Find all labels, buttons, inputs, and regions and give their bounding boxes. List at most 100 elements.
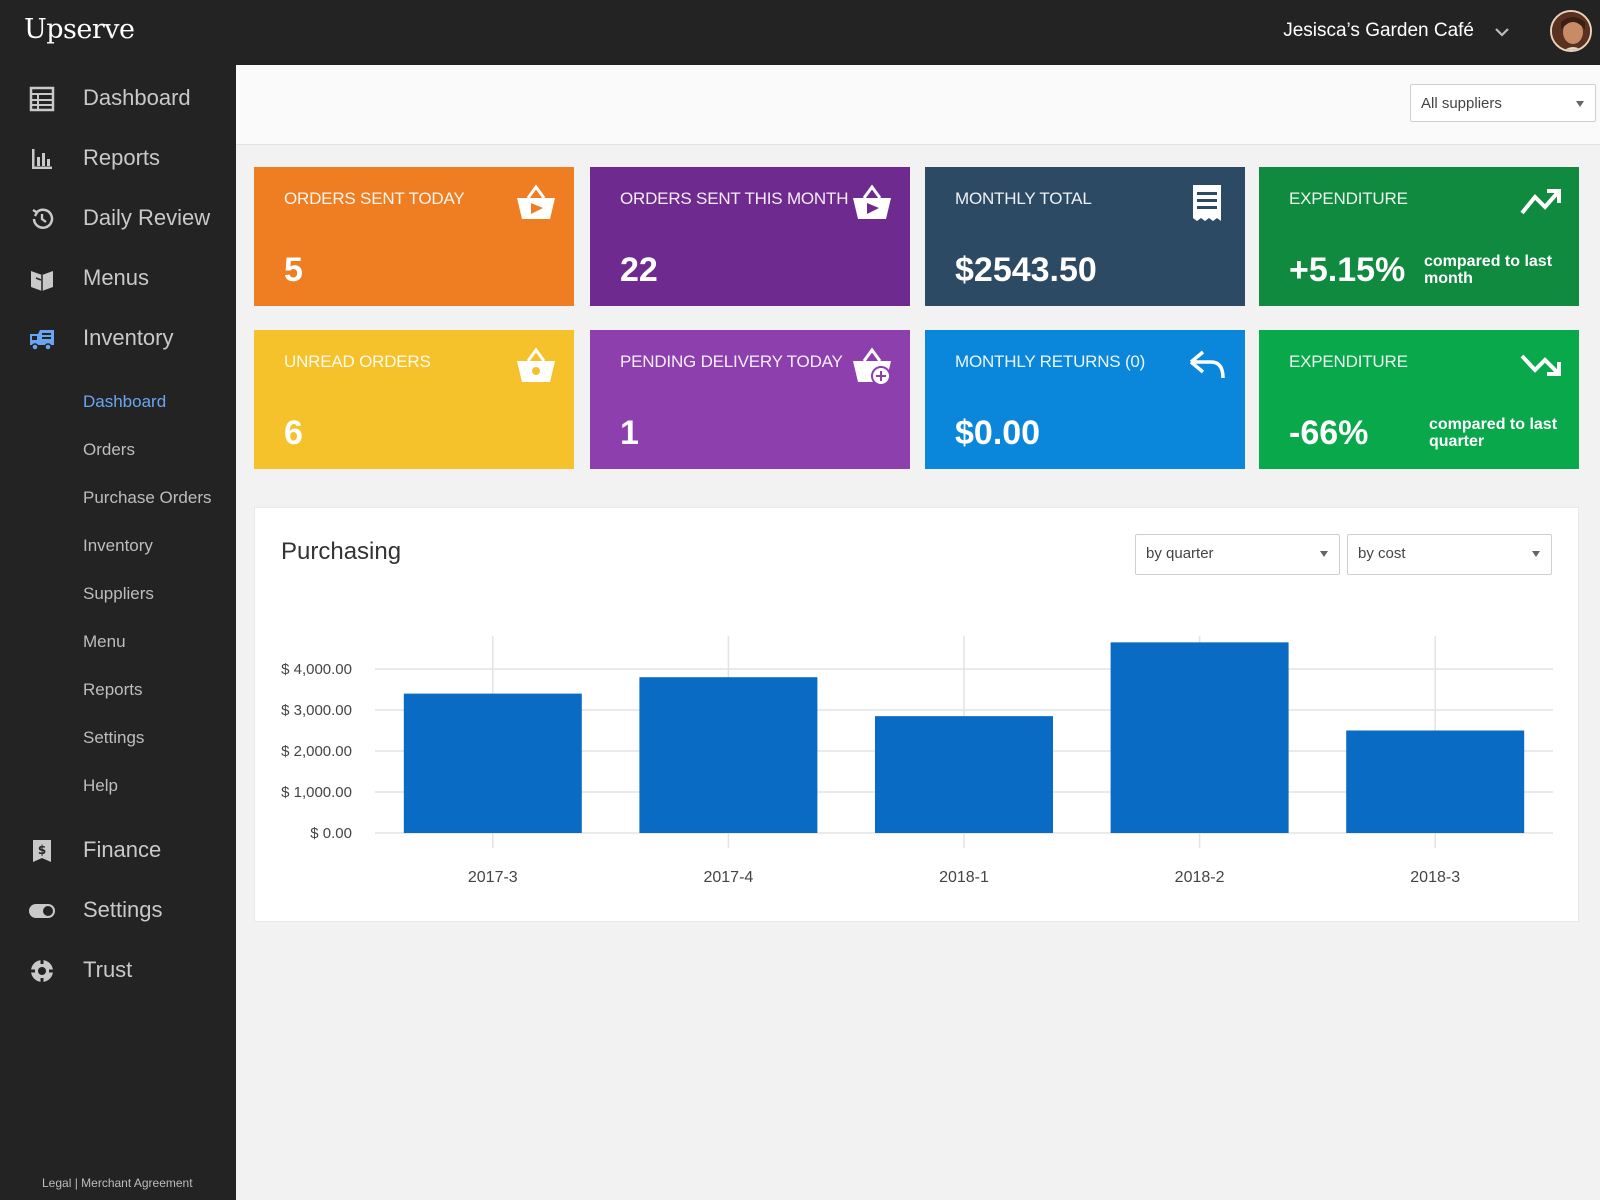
subnav-item-dashboard[interactable]: Dashboard (83, 392, 167, 411)
y-tick-label: $ 3,000.00 (281, 702, 352, 719)
y-tick-label: $ 4,000.00 (281, 661, 352, 678)
tile-label: EXPENDITURE (1289, 189, 1408, 208)
reply-arrow-icon (1189, 350, 1225, 379)
supplier-select[interactable]: All suppliers (1410, 84, 1596, 122)
tile-value: $0.00 (955, 414, 1041, 452)
sidebar-item-settings[interactable]: Settings (0, 885, 236, 935)
y-tick-label: $ 2,000.00 (281, 743, 352, 760)
subnav-item-menu[interactable]: Menu (83, 632, 126, 651)
tile-value: +5.15% (1289, 251, 1406, 289)
brand-logo[interactable]: Upserve (24, 14, 135, 45)
sidebar-item-label: Inventory (83, 325, 174, 350)
sidebar-item-label: Daily Review (83, 205, 211, 230)
tile-label: MONTHLY RETURNS (0) (955, 352, 1146, 371)
avatar[interactable] (1550, 10, 1592, 52)
x-tick-label: 2017-3 (468, 869, 518, 886)
subnav-item-suppliers[interactable]: Suppliers (83, 584, 154, 603)
tile-value: 22 (620, 251, 658, 289)
truck-icon (30, 330, 54, 351)
tile-value: -66% (1289, 414, 1369, 452)
receipt-icon (1193, 185, 1221, 221)
subnav-item-purchase-orders[interactable]: Purchase Orders (83, 488, 212, 507)
basket-add-icon (853, 347, 891, 386)
subnav-item-settings[interactable]: Settings (83, 728, 145, 747)
sidebar-item-label: Trust (83, 957, 133, 982)
tile-orders-sent-this-month[interactable]: ORDERS SENT THIS MONTH 22 (590, 167, 910, 306)
basket-send-icon (853, 184, 891, 219)
chevron-down-icon[interactable] (1492, 22, 1512, 42)
tile-monthly-total[interactable]: MONTHLY TOTAL $2543.50 (925, 167, 1245, 306)
bar-chart-icon (32, 149, 52, 169)
sidebar-item-label: Menus (83, 265, 150, 290)
tile-pending-delivery-today[interactable]: PENDING DELIVERY TODAY 1 (590, 330, 910, 469)
y-tick-label: $ 1,000.00 (281, 784, 352, 801)
subnav-item-inventory[interactable]: Inventory (83, 536, 153, 555)
dollar-badge-icon: $ (33, 840, 51, 862)
supplier-select-value: All suppliers (1421, 95, 1502, 112)
tile-value: 1 (620, 414, 639, 452)
top-bar: Upserve Jesisca’s Garden Café (0, 0, 1600, 65)
purchasing-panel: Purchasing by quarter by cost $ 0.00 $ 1,… (254, 507, 1579, 922)
tile-label: ORDERS SENT TODAY (284, 189, 465, 208)
tile-label: UNREAD ORDERS (284, 352, 431, 371)
caret-down-icon (1576, 101, 1584, 107)
tile-label: EXPENDITURE (1289, 352, 1408, 371)
purchasing-bar-chart: $ 0.00 $ 1,000.00 $ 2,000.00 $ 3,000.00 $ 4,… (281, 636, 1553, 886)
sidebar-item-menus[interactable]: Menus (0, 253, 236, 303)
tile-expenditure-quarter[interactable]: EXPENDITURE -66% compared to last quarte… (1259, 330, 1579, 469)
tile-orders-sent-today[interactable]: ORDERS SENT TODAY 5 (254, 167, 574, 306)
period-select-value: by quarter (1146, 545, 1214, 562)
x-tick-label: 2018-1 (939, 869, 989, 886)
sidebar-item-label: Reports (83, 145, 161, 170)
sidebar-item-trust[interactable]: Trust (0, 945, 236, 995)
legal-links[interactable]: Legal | Merchant Agreement (42, 1176, 193, 1190)
panel-title: Purchasing (281, 538, 402, 565)
book-icon (31, 271, 53, 291)
sidebar-item-dashboard[interactable]: Dashboard (0, 73, 236, 123)
tile-expenditure-month[interactable]: EXPENDITURE +5.15% compared to last mont… (1259, 167, 1579, 306)
sidebar-item-daily-review[interactable]: Daily Review (0, 193, 236, 243)
period-select[interactable]: by quarter (1135, 534, 1340, 575)
sidebar-item-finance[interactable]: $ Finance (0, 825, 236, 875)
metric-select[interactable]: by cost (1347, 534, 1552, 575)
bar-2018-3[interactable] (1346, 730, 1525, 834)
basket-icon (517, 347, 555, 382)
dashboard-grid-icon (29, 86, 55, 112)
subnav-item-help[interactable]: Help (83, 776, 118, 795)
caret-down-icon (1532, 551, 1540, 557)
bar-2017-3[interactable] (403, 693, 582, 833)
sidebar-item-label: Settings (83, 897, 163, 922)
sidebar-item-reports[interactable]: Reports (0, 133, 236, 183)
subnav-item-reports[interactable]: Reports (83, 680, 143, 699)
tile-value: 5 (284, 251, 303, 289)
tile-value: 6 (284, 414, 303, 452)
toggle-icon (29, 904, 55, 918)
tile-unread-orders[interactable]: UNREAD ORDERS 6 (254, 330, 574, 469)
tile-label: PENDING DELIVERY TODAY (620, 352, 843, 371)
sidebar-item-inventory[interactable]: Inventory (0, 313, 236, 363)
tile-label: ORDERS SENT THIS MONTH (620, 189, 849, 208)
x-tick-label: 2017-4 (703, 869, 753, 886)
tile-monthly-returns[interactable]: MONTHLY RETURNS (0) $0.00 (925, 330, 1245, 469)
bar-2018-1[interactable] (875, 716, 1053, 833)
sidebar-item-label: Finance (83, 837, 162, 862)
y-tick-label: $ 0.00 (310, 825, 352, 842)
tile-value: $2543.50 (955, 251, 1097, 289)
subnav-item-orders[interactable]: Orders (83, 440, 135, 459)
history-icon (32, 208, 54, 229)
sidebar-item-label: Dashboard (83, 85, 191, 110)
trend-up-icon (1520, 189, 1561, 215)
filter-bar: All suppliers (236, 65, 1600, 145)
venue-name[interactable]: Jesisca’s Garden Café (1283, 20, 1474, 41)
bar-2017-4[interactable] (639, 677, 818, 833)
caret-down-icon (1320, 551, 1328, 557)
sidebar: Dashboard Reports Daily Review Menus (0, 65, 236, 1200)
lifebuoy-icon (30, 959, 54, 983)
tile-note: compared to last month (1424, 253, 1553, 287)
tile-label: MONTHLY TOTAL (955, 189, 1092, 208)
bar-2018-2[interactable] (1110, 642, 1289, 833)
basket-send-icon (517, 184, 555, 219)
x-tick-label: 2018-2 (1175, 869, 1225, 886)
trend-down-icon (1520, 354, 1561, 376)
x-tick-label: 2018-3 (1410, 869, 1460, 886)
